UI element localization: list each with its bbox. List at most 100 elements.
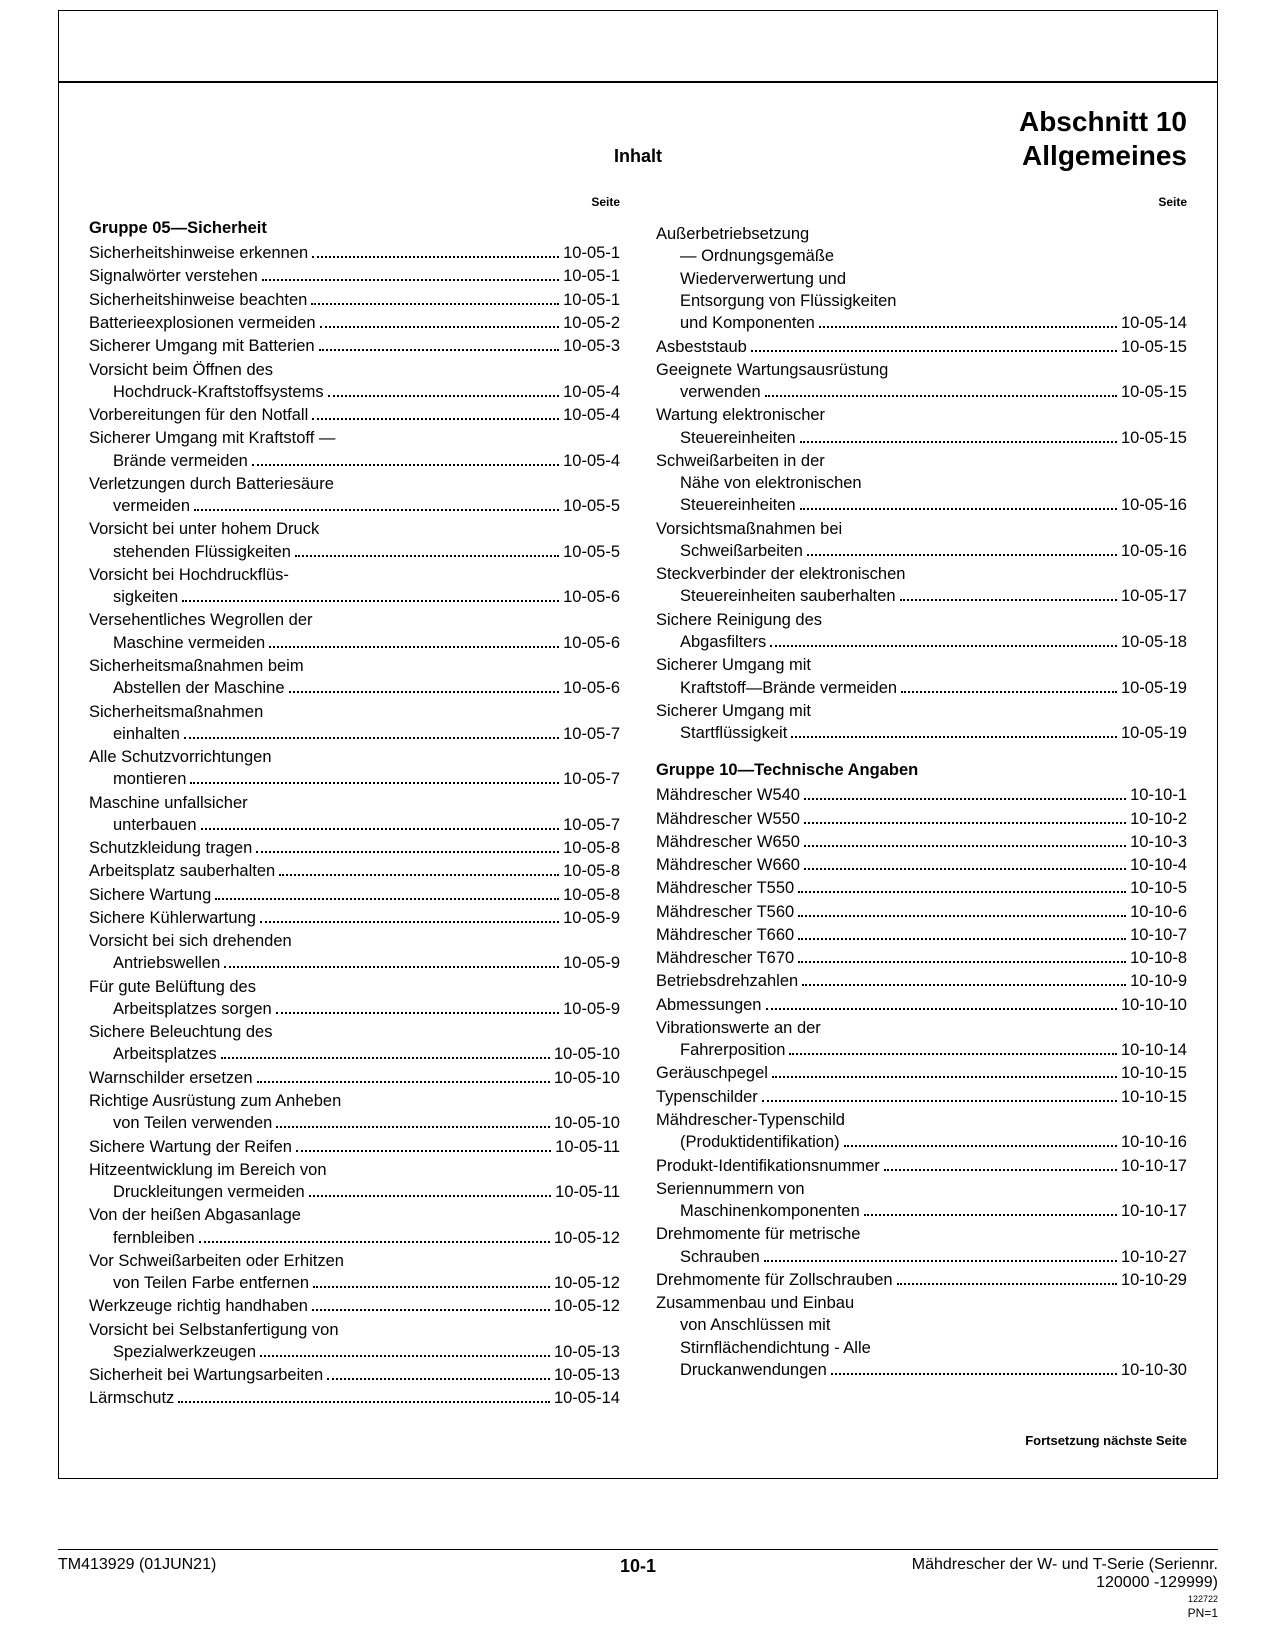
toc-line: Seriennummern von xyxy=(656,1178,1187,1200)
toc-dots xyxy=(289,691,560,693)
toc-line: Lärmschutz10-05-14 xyxy=(89,1387,620,1409)
toc-text: Antriebswellen xyxy=(89,952,220,974)
toc-line: Arbeitsplatz sauberhalten10-05-8 xyxy=(89,860,620,882)
toc-line: Verletzungen durch Batteriesäure xyxy=(89,473,620,495)
toc-text: Lärmschutz xyxy=(89,1387,174,1409)
toc-text: Geeignete Wartungsausrüstung xyxy=(656,359,888,381)
toc-line: Vor Schweißarbeiten oder Erhitzen xyxy=(89,1250,620,1272)
toc-text: Hitzeentwicklung im Bereich von xyxy=(89,1159,327,1181)
toc-line: Sicherheit bei Wartungsarbeiten10-05-13 xyxy=(89,1364,620,1386)
toc-entry: Mähdrescher T66010-10-7 xyxy=(656,924,1187,946)
toc-line: Außerbetriebsetzung xyxy=(656,223,1187,245)
toc-page: 10-05-15 xyxy=(1121,381,1187,403)
toc-entry: Sichere Kühlerwartung10-05-9 xyxy=(89,907,620,929)
toc-line: Wiederverwertung und xyxy=(656,268,1187,290)
toc-text: sigkeiten xyxy=(89,586,178,608)
footer-tiny-code: 122722 xyxy=(656,1594,1218,1604)
toc-entry: Arbeitsplatz sauberhalten10-05-8 xyxy=(89,860,620,882)
toc-dots xyxy=(312,418,559,420)
toc-line: Spezialwerkzeugen10-05-13 xyxy=(89,1341,620,1363)
toc-text: einhalten xyxy=(89,723,180,745)
toc-page: 10-10-6 xyxy=(1130,901,1187,923)
toc-entry: Schweißarbeiten in derNähe von elektroni… xyxy=(656,450,1187,517)
toc-page: 10-10-10 xyxy=(1121,994,1187,1016)
seite-label-left: Seite xyxy=(89,195,620,209)
toc-dots xyxy=(319,349,560,351)
toc-entry: Vorsichtsmaßnahmen beiSchweißarbeiten10-… xyxy=(656,518,1187,563)
toc-text: Schweißarbeiten xyxy=(656,540,803,562)
toc-dots xyxy=(798,961,1126,963)
toc-page: 10-05-12 xyxy=(554,1295,620,1317)
toc-line: verwenden 10-05-15 xyxy=(656,381,1187,403)
toc-line: Fahrerposition10-10-14 xyxy=(656,1039,1187,1061)
toc-line: Steuereinheiten10-05-16 xyxy=(656,494,1187,516)
toc-text: Verletzungen durch Batteriesäure xyxy=(89,473,334,495)
toc-entry: Sichere Wartung10-05-8 xyxy=(89,884,620,906)
toc-entry: Für gute Belüftung desArbeitsplatzes sor… xyxy=(89,976,620,1021)
toc-text: Vibrationswerte an der xyxy=(656,1017,821,1039)
toc-line: fernbleiben10-05-12 xyxy=(89,1227,620,1249)
toc-dots xyxy=(800,508,1117,510)
toc-entry: Sichere Reinigung desAbgasfilters10-05-1… xyxy=(656,609,1187,654)
footer-product: Mähdrescher der W- und T-Serie (Seriennr… xyxy=(656,1556,1218,1574)
toc-line: Steuereinheiten sauberhalten10-05-17 xyxy=(656,585,1187,607)
toc-text: Werkzeuge richtig handhaben xyxy=(89,1295,308,1317)
toc-text: Mähdrescher-Typenschild xyxy=(656,1109,845,1131)
toc-text: Außerbetriebsetzung xyxy=(656,223,809,245)
toc-text: Arbeitsplatzes sorgen xyxy=(89,998,272,1020)
toc-entry: Sicherer Umgang mit Batterien10-05-3 xyxy=(89,335,620,357)
toc-page: 10-05-16 xyxy=(1121,540,1187,562)
toc-line: Sicherer Umgang mit Batterien10-05-3 xyxy=(89,335,620,357)
toc-entry: Hitzeentwicklung im Bereich vonDruckleit… xyxy=(89,1159,620,1204)
toc-line: Nähe von elektronischen xyxy=(656,472,1187,494)
toc-page: 10-05-10 xyxy=(554,1043,620,1065)
toc-page: 10-10-30 xyxy=(1121,1359,1187,1381)
toc-entry: Vorsicht bei unter hohem Druckstehenden … xyxy=(89,518,620,563)
toc-dots xyxy=(798,891,1126,893)
toc-text: Mähdrescher T660 xyxy=(656,924,794,946)
toc-entry: Mähdrescher T55010-10-5 xyxy=(656,877,1187,899)
toc-text: montieren xyxy=(89,768,186,790)
toc-text: Sicherer Umgang mit Batterien xyxy=(89,335,315,357)
toc-entry: Vibrationswerte an derFahrerposition10-1… xyxy=(656,1017,1187,1062)
toc-page: 10-05-9 xyxy=(563,998,620,1020)
toc-page: 10-05-13 xyxy=(554,1364,620,1386)
toc-line: Signalwörter verstehen10-05-1 xyxy=(89,265,620,287)
toc-dots xyxy=(831,1373,1117,1375)
toc-page: 10-05-12 xyxy=(554,1227,620,1249)
toc-text: Maschinenkomponenten xyxy=(656,1200,860,1222)
toc-page: 10-05-1 xyxy=(563,265,620,287)
toc-dots xyxy=(184,737,559,739)
toc-entry: Vorsicht bei Hochdruckflüs-sigkeiten10-0… xyxy=(89,564,620,609)
toc-dots xyxy=(897,1283,1117,1285)
toc-text: Startflüssigkeit xyxy=(656,722,787,744)
toc-line: Mähdrescher W55010-10-2 xyxy=(656,808,1187,830)
footer-page-number: 10-1 xyxy=(620,1556,656,1577)
toc-dots xyxy=(770,645,1117,647)
toc-page: 10-10-8 xyxy=(1130,947,1187,969)
toc-text: Hochdruck-Kraftstoffsystems xyxy=(89,381,324,403)
toc-text: Sichere Wartung xyxy=(89,884,211,906)
toc-text: von Teilen verwenden xyxy=(89,1112,272,1134)
toc-entry: Alle Schutzvorrichtungenmontieren10-05-7 xyxy=(89,746,620,791)
toc-entry: Versehentliches Wegrollen derMaschine ve… xyxy=(89,609,620,654)
toc-page: 10-05-19 xyxy=(1121,722,1187,744)
toc-page: 10-05-4 xyxy=(563,404,620,426)
toc-line: Schrauben10-10-27 xyxy=(656,1246,1187,1268)
toc-text: Vorsicht beim Öffnen des xyxy=(89,359,273,381)
toc-line: Sicherheitsmaßnahmen xyxy=(89,701,620,723)
toc-text: von Anschlüssen mit xyxy=(656,1314,830,1336)
toc-text: Arbeitsplatz sauberhalten xyxy=(89,860,275,882)
toc-text: Vorsicht bei unter hohem Druck xyxy=(89,518,319,540)
toc-page: 10-10-14 xyxy=(1121,1039,1187,1061)
toc-entry: Sicherheit bei Wartungsarbeiten10-05-13 xyxy=(89,1364,620,1386)
toc-line: Sicherer Umgang mit xyxy=(656,700,1187,722)
toc-line: Druckanwendungen10-10-30 xyxy=(656,1359,1187,1381)
toc-line: Druckleitungen vermeiden10-05-11 xyxy=(89,1181,620,1203)
toc-page: 10-05-5 xyxy=(563,541,620,563)
toc-text: Mähdrescher W650 xyxy=(656,831,800,853)
toc-line: Mähdrescher T55010-10-5 xyxy=(656,877,1187,899)
toc-text: Nähe von elektronischen xyxy=(656,472,862,494)
toc-text: verwenden xyxy=(656,381,761,403)
toc-line: Sichere Beleuchtung des xyxy=(89,1021,620,1043)
